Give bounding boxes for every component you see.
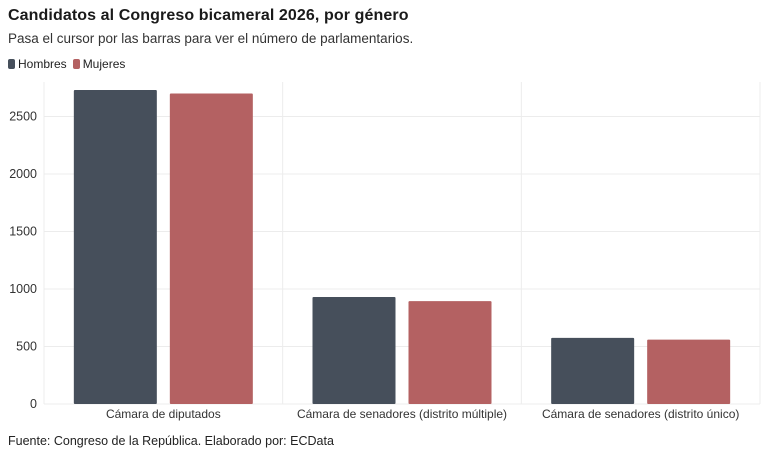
legend-swatch-mujeres [72, 59, 80, 69]
bar-mujeres-1[interactable]: Mujeres: 895 [408, 301, 492, 404]
legend-item-mujeres[interactable]: Mujeres [72, 57, 126, 71]
y-tick-label: 2000 [9, 167, 37, 181]
legend-swatch-hombres [8, 59, 15, 69]
legend-item-hombres[interactable]: Hombres [8, 57, 67, 71]
y-tick-label: 2500 [9, 110, 37, 124]
x-category-label: Cámara de senadores (distrito único) [542, 407, 739, 421]
y-tick-label: 0 [30, 397, 37, 411]
legend: Hombres Mujeres [8, 57, 125, 71]
chart-subtitle: Pasa el cursor por las barras para ver e… [8, 31, 414, 46]
x-category-label: Cámara de diputados [106, 407, 221, 421]
bar-hombres-2[interactable]: Hombres: 575 [551, 337, 635, 404]
bar-hombres-0[interactable]: Hombres: 2730 [73, 90, 157, 405]
bar-mujeres-2[interactable]: Mujeres: 560 [647, 339, 731, 404]
legend-label-hombres: Hombres [18, 57, 67, 71]
bar-mujeres-0[interactable]: Mujeres: 2700 [169, 93, 253, 405]
bar-hombres-1[interactable]: Hombres: 930 [312, 297, 396, 404]
chart-title: Candidatos al Congreso bicameral 2026, p… [8, 7, 409, 24]
legend-label-mujeres: Mujeres [82, 57, 126, 71]
source-note: Fuente: Congreso de la República. Elabor… [8, 434, 334, 448]
x-category-label: Cámara de senadores (distrito múltiple) [297, 407, 507, 421]
y-tick-label: 500 [16, 340, 37, 354]
y-tick-label: 1000 [9, 282, 37, 296]
y-tick-label: 1500 [9, 225, 37, 239]
